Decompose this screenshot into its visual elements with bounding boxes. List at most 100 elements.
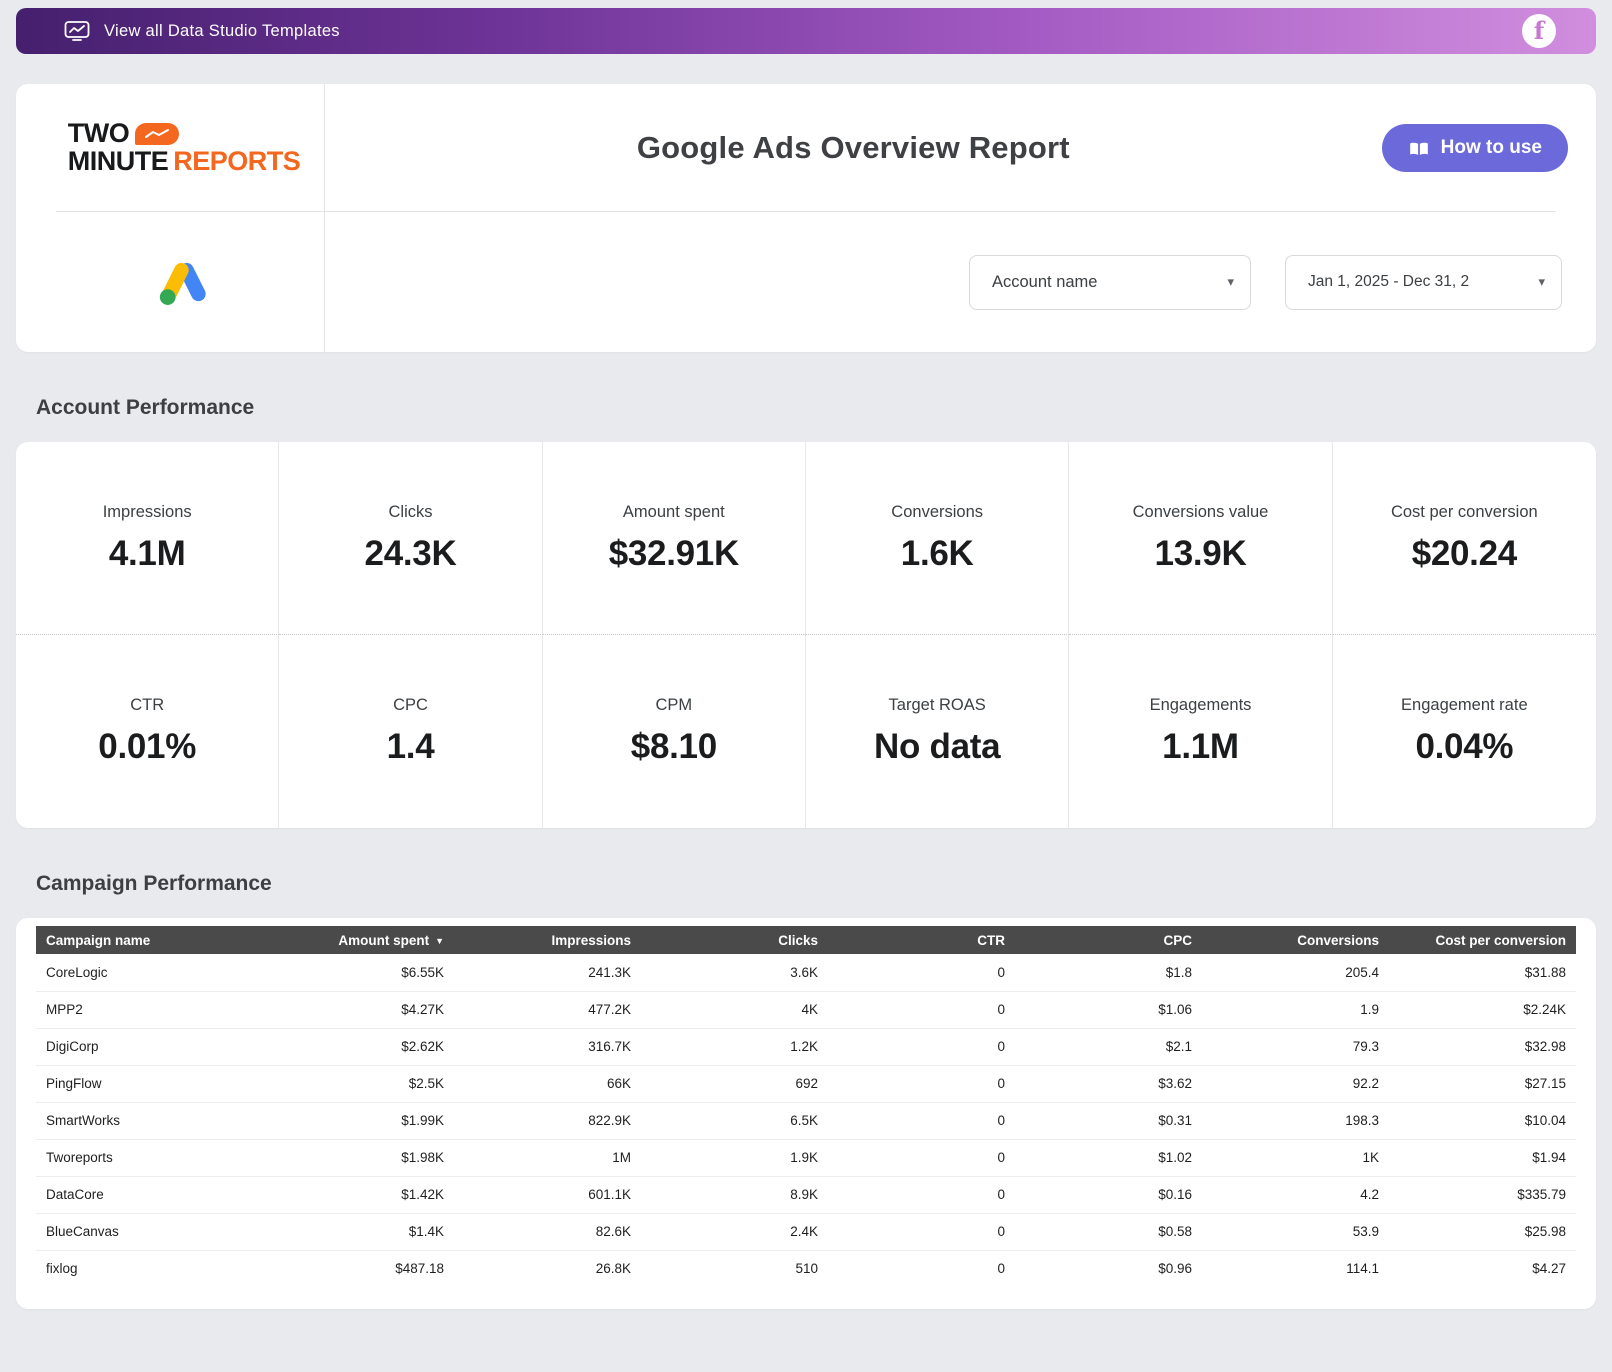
value-cell: 1M (454, 1139, 641, 1177)
how-to-use-button[interactable]: How to use (1381, 123, 1568, 172)
campaign-name-cell: fixlog (36, 1250, 267, 1287)
metric-label: CPC (393, 696, 428, 714)
value-cell: 0 (828, 1065, 1015, 1103)
value-cell: 114.1 (1202, 1250, 1389, 1287)
account-performance-heading: Account Performance (36, 396, 255, 419)
chart-board-icon (64, 20, 90, 42)
date-range-value: Jan 1, 2025 - Dec 31, 2 (1308, 273, 1470, 290)
metric-value: 0.01% (98, 727, 197, 766)
chevron-down-icon: ▾ (1538, 274, 1545, 289)
book-icon (1408, 138, 1430, 158)
column-header-conversions[interactable]: Conversions (1202, 926, 1389, 954)
column-header-amount-spent[interactable]: Amount spent ▼ (267, 926, 454, 954)
table-row[interactable]: fixlog $487.18 26.8K 510 0 $0.96 114.1 $4.27 (36, 1250, 1576, 1287)
logo-word-minute: MINUTE (67, 145, 169, 176)
value-cell: 1.2K (641, 1028, 828, 1066)
value-cell: 4K (641, 991, 828, 1029)
value-cell: $31.88 (1389, 954, 1576, 992)
banner-link-label[interactable]: View all Data Studio Templates (104, 21, 340, 40)
campaign-name-cell: BlueCanvas (36, 1213, 267, 1251)
metric-label: Amount spent (622, 502, 725, 521)
value-cell: 2.4K (641, 1213, 828, 1251)
metric-value: $32.91K (608, 533, 740, 573)
table-row[interactable]: DigiCorp $2.62K 316.7K 1.2K 0 $2.1 79.3 $32.98 (36, 1028, 1576, 1066)
metric-label: Engagement rate (1401, 696, 1528, 714)
facebook-icon[interactable]: f (1522, 14, 1556, 48)
table-row[interactable]: BlueCanvas $1.4K 82.6K 2.4K 0 $0.58 53.9 $25.98 (36, 1213, 1576, 1251)
metric-value: $20.24 (1411, 533, 1518, 573)
metric-label: Clicks (388, 502, 433, 521)
value-cell: $27.15 (1389, 1065, 1576, 1103)
value-cell: 0 (828, 991, 1015, 1029)
table-row[interactable]: SmartWorks $1.99K 822.9K 6.5K 0 $0.31 198.3 $10… (36, 1102, 1576, 1140)
metric-card: CPM $8.10 (543, 635, 806, 828)
header-top-row: TWO MINUTE REPORTS Google Ads Overview R… (44, 84, 1568, 211)
metric-label: Cost per conversion (1390, 502, 1538, 521)
header-bottom-row: Account name ▾ Jan 1, 2025 - Dec 31, 2 ▾ (44, 212, 1568, 352)
value-cell: $1.98K (267, 1139, 454, 1177)
value-cell: 0 (828, 1028, 1015, 1066)
metric-card: CPC 1.4 (279, 635, 543, 828)
value-cell: $1.8 (1015, 954, 1202, 992)
column-header-ctr[interactable]: CTR (828, 926, 1015, 954)
metric-value: 1.6K (900, 533, 974, 573)
value-cell: 6.5K (641, 1102, 828, 1140)
date-range-select[interactable]: Jan 1, 2025 - Dec 31, 2 ▾ (1285, 254, 1562, 310)
value-cell: $6.55K (267, 954, 454, 992)
campaign-name-cell: DataCore (36, 1176, 267, 1214)
value-cell: $0.96 (1015, 1250, 1202, 1287)
sort-desc-icon: ▼ (435, 935, 444, 946)
value-cell: $25.98 (1389, 1213, 1576, 1251)
value-cell: $0.16 (1015, 1176, 1202, 1214)
column-header-impressions[interactable]: Impressions (454, 926, 641, 954)
value-cell: 82.6K (454, 1213, 641, 1251)
metric-value: 24.3K (364, 533, 457, 573)
two-minute-reports-logo: TWO MINUTE REPORTS (44, 119, 324, 176)
report-header-card: TWO MINUTE REPORTS Google Ads Overview R… (16, 84, 1596, 352)
value-cell: 0 (828, 1213, 1015, 1251)
column-header-campaign-name[interactable]: Campaign name (36, 926, 267, 954)
top-banner[interactable]: View all Data Studio Templates f (16, 8, 1596, 54)
table-row[interactable]: CoreLogic $6.55K 241.3K 3.6K 0 $1.8 205.4 $31.8… (36, 954, 1576, 992)
chevron-down-icon: ▾ (1227, 274, 1234, 289)
metric-card: Impressions 4.1M (16, 442, 280, 635)
value-cell: $1.99K (267, 1102, 454, 1140)
value-cell: 316.7K (454, 1028, 641, 1066)
metric-label: Target ROAS (888, 696, 986, 714)
table-row[interactable]: MPP2 $4.27K 477.2K 4K 0 $1.06 1.9 $2.24K (36, 991, 1576, 1029)
account-performance-card: Impressions 4.1M Clicks 24.3K Amount spent $3… (16, 442, 1596, 828)
value-cell: 0 (828, 1176, 1015, 1214)
metric-label: CPM (655, 696, 693, 714)
metric-value: 4.1M (108, 533, 186, 573)
value-cell: $0.58 (1015, 1213, 1202, 1251)
column-header-cpc[interactable]: CPC (1015, 926, 1202, 954)
column-header-clicks[interactable]: Clicks (641, 926, 828, 954)
table-row[interactable]: DataCore $1.42K 601.1K 8.9K 0 $0.16 4.2 $335.79 (36, 1176, 1576, 1214)
metric-label: Conversions (891, 502, 984, 521)
value-cell: $1.42K (267, 1176, 454, 1214)
value-cell: 8.9K (641, 1176, 828, 1214)
table-header-row: Campaign name Amount spent ▼ Impressions Cli… (36, 926, 1576, 954)
value-cell: 26.8K (454, 1250, 641, 1287)
google-ads-icon (44, 255, 324, 309)
metric-card: Amount spent $32.91K (542, 442, 806, 635)
campaign-table: Campaign name Amount spent ▼ Impressions Cli… (36, 926, 1576, 1287)
value-cell: $1.06 (1015, 991, 1202, 1029)
column-header-cost-per-conversion[interactable]: Cost per conversion (1389, 926, 1576, 954)
campaign-name-cell: CoreLogic (36, 954, 267, 992)
header-horizontal-divider (56, 211, 1556, 212)
metric-value: 1.4 (386, 727, 435, 766)
table-row[interactable]: PingFlow $2.5K 66K 692 0 $3.62 92.2 $27.15 (36, 1065, 1576, 1103)
campaign-name-cell: DigiCorp (36, 1028, 267, 1066)
account-name-select[interactable]: Account name ▾ (969, 254, 1251, 310)
metric-label: CTR (130, 696, 165, 714)
campaign-performance-heading: Campaign Performance (36, 872, 272, 895)
campaign-performance-card: Campaign name Amount spent ▼ Impressions Cli… (16, 918, 1596, 1309)
value-cell: $2.5K (267, 1065, 454, 1103)
metric-card: Conversions 1.6K (806, 442, 1070, 635)
value-cell: $1.94 (1389, 1139, 1576, 1177)
table-row[interactable]: Tworeports $1.98K 1M 1.9K 0 $1.02 1K $1.94 (36, 1139, 1576, 1177)
value-cell: 510 (641, 1250, 828, 1287)
value-cell: $4.27K (267, 991, 454, 1029)
value-cell: $2.1 (1015, 1028, 1202, 1066)
